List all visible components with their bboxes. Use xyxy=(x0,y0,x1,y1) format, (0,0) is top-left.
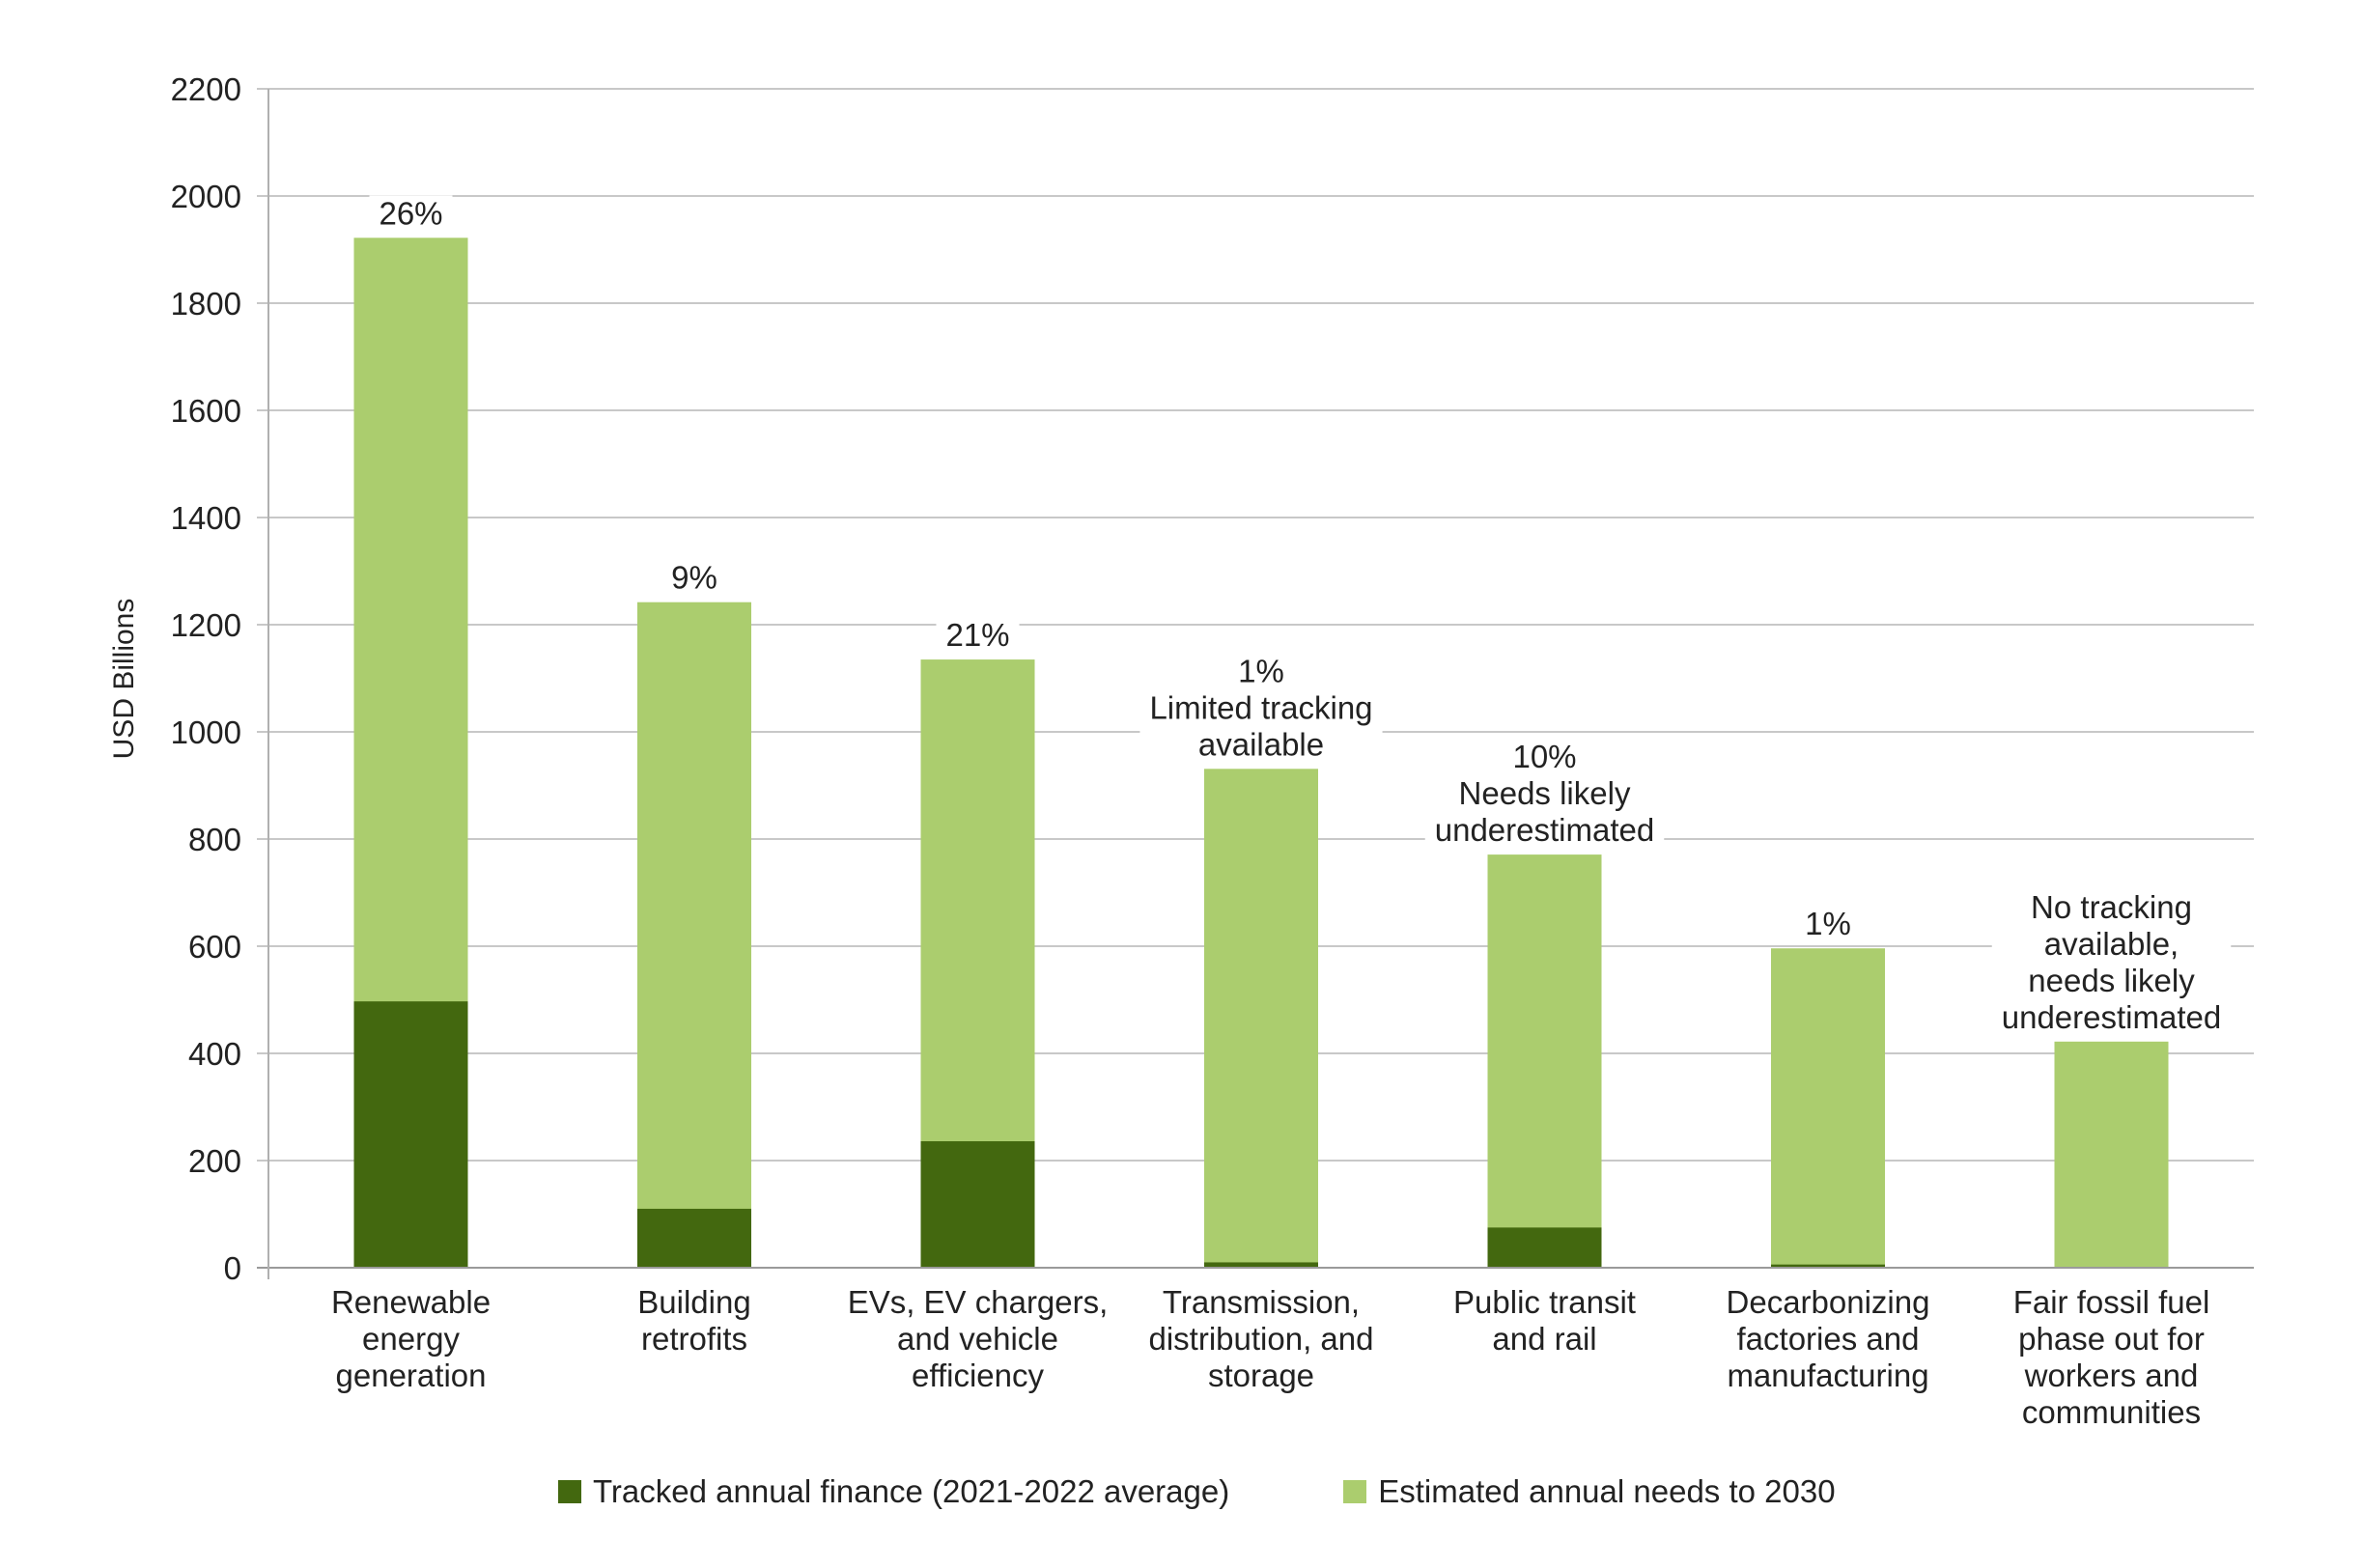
legend-label-tracked: Tracked annual finance (2021-2022 averag… xyxy=(593,1473,1230,1509)
annotation-background xyxy=(1139,653,1383,763)
annotation-line: 26% xyxy=(379,195,442,231)
bar-needs xyxy=(2054,1041,2169,1268)
y-tick-label: 1000 xyxy=(171,714,241,750)
legend: Tracked annual finance (2021-2022 averag… xyxy=(558,1473,1950,1510)
annotation-line: 1% xyxy=(1805,906,1851,941)
annotation-line: Limited tracking xyxy=(1149,689,1372,725)
y-tick-label: 600 xyxy=(188,929,241,965)
category-label: generation xyxy=(336,1358,487,1393)
bar-tracked xyxy=(353,1001,468,1268)
y-tick-label: 200 xyxy=(188,1143,241,1179)
y-tick-label: 1600 xyxy=(171,393,241,429)
legend-swatch-tracked xyxy=(558,1480,581,1503)
category-label: energy xyxy=(362,1321,460,1357)
annotation-line: 10% xyxy=(1512,739,1576,774)
annotation-background xyxy=(369,195,453,232)
category-label: retrofits xyxy=(641,1321,747,1357)
bar-annotation: 9% xyxy=(661,559,727,596)
y-tick-label: 400 xyxy=(188,1036,241,1072)
bar-annotation: 21% xyxy=(936,617,1020,654)
legend-item-needs: Estimated annual needs to 2030 xyxy=(1343,1473,1836,1510)
y-tick-label: 2000 xyxy=(171,179,241,214)
annotation-background xyxy=(936,617,1020,654)
annotation-background xyxy=(1991,888,2232,1035)
bar-needs xyxy=(1771,948,1885,1268)
annotation-background xyxy=(661,559,727,596)
bar-tracked xyxy=(1487,1227,1602,1268)
annotation-background xyxy=(1424,739,1665,849)
category-label: EVs, EV chargers, xyxy=(848,1284,1109,1320)
category-label: efficiency xyxy=(912,1358,1044,1393)
y-tick-label: 1400 xyxy=(171,500,241,536)
bar-tracked xyxy=(1771,1264,1885,1268)
category-label: Fair fossil fuel xyxy=(2013,1284,2210,1320)
y-tick-label: 1200 xyxy=(171,607,241,643)
category-label: manufacturing xyxy=(1727,1358,1928,1393)
axes: 0 200 400 600 800 1000 1200 1400 1600 1800 2000 220… xyxy=(171,71,2254,1286)
annotation-background xyxy=(1795,906,1861,942)
category-label: distribution, and xyxy=(1149,1321,1374,1357)
bar-needs xyxy=(1204,769,1318,1268)
category-label: storage xyxy=(1208,1358,1314,1393)
legend-swatch-needs xyxy=(1343,1480,1367,1503)
legend-item-tracked: Tracked annual finance (2021-2022 averag… xyxy=(558,1473,1229,1510)
y-tick-label: 0 xyxy=(224,1250,241,1286)
bar-annotation: 1% xyxy=(1795,906,1861,942)
annotation-line: 21% xyxy=(945,617,1009,653)
annotation-line: 1% xyxy=(1238,653,1284,688)
category-label: and vehicle xyxy=(897,1321,1058,1357)
annotation-line: underestimated xyxy=(1435,812,1654,848)
category-label: phase out for xyxy=(2018,1321,2205,1357)
y-tick-label: 1800 xyxy=(171,286,241,322)
category-label: communities xyxy=(2022,1394,2201,1430)
annotation-line: Needs likely xyxy=(1459,775,1631,811)
category-label: Transmission, xyxy=(1163,1284,1360,1320)
y-tick-label: 2200 xyxy=(171,71,241,107)
category-label: Building xyxy=(637,1284,750,1320)
category-label: workers and xyxy=(2024,1358,2199,1393)
annotation-line: available xyxy=(1198,726,1324,762)
annotation-line: available, xyxy=(2044,926,2179,962)
annotation-line: 9% xyxy=(671,560,717,596)
y-tick-label: 800 xyxy=(188,822,241,857)
category-label: and rail xyxy=(1492,1321,1596,1357)
category-label: factories and xyxy=(1737,1321,1920,1357)
category-label: Decarbonizing xyxy=(1727,1284,1930,1320)
bar-needs xyxy=(637,602,751,1268)
legend-label-needs: Estimated annual needs to 2030 xyxy=(1378,1473,1836,1509)
category-label: Public transit xyxy=(1453,1284,1636,1320)
bar-annotation: 26% xyxy=(369,195,453,232)
y-axis-title: USD Billions xyxy=(108,599,140,760)
annotation-line: underestimated xyxy=(2002,999,2221,1035)
annotation-line: needs likely xyxy=(2028,963,2195,998)
bar-needs xyxy=(1487,854,1602,1268)
annotation-line: No tracking xyxy=(2031,889,2192,925)
category-label: Renewable xyxy=(331,1284,491,1320)
bar-tracked xyxy=(920,1141,1035,1268)
bars xyxy=(353,238,2169,1268)
bar-tracked xyxy=(637,1208,751,1268)
bar-tracked xyxy=(1204,1262,1318,1268)
